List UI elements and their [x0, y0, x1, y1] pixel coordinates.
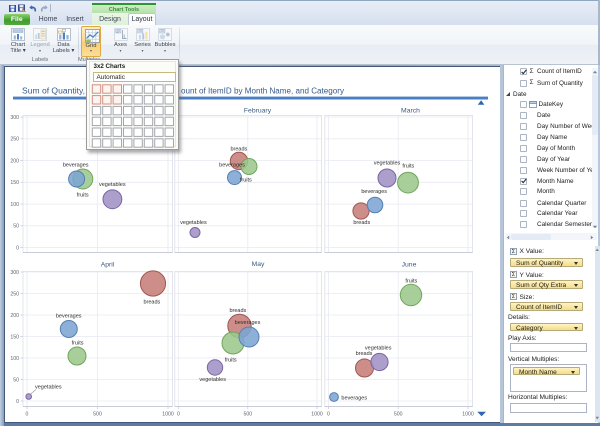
- svg-text:vegetables: vegetables: [35, 385, 62, 391]
- svg-text:100: 100: [10, 202, 19, 208]
- svg-text:1000: 1000: [162, 412, 174, 418]
- svg-text:0: 0: [177, 412, 180, 418]
- svg-text:300: 300: [10, 115, 19, 121]
- svg-text:150: 150: [10, 334, 19, 340]
- svg-text:200: 200: [10, 158, 19, 164]
- svg-text:fruits: fruits: [77, 193, 89, 199]
- svg-text:fruits: fruits: [240, 178, 252, 184]
- svg-text:February: February: [244, 108, 272, 115]
- svg-text:0: 0: [16, 399, 19, 405]
- svg-text:breads: breads: [356, 351, 373, 357]
- svg-text:300: 300: [10, 270, 19, 276]
- svg-text:breads: breads: [353, 220, 370, 226]
- svg-text:500: 500: [93, 412, 102, 418]
- svg-text:1000: 1000: [311, 412, 323, 418]
- svg-text:March: March: [401, 108, 420, 115]
- svg-text:beverages: beverages: [341, 395, 367, 401]
- svg-text:0: 0: [327, 412, 330, 418]
- svg-text:fruits: fruits: [72, 340, 84, 346]
- svg-text:100: 100: [10, 356, 19, 362]
- svg-text:vegetables: vegetables: [180, 220, 207, 226]
- svg-text:May: May: [252, 261, 265, 268]
- svg-text:vegetables: vegetables: [99, 182, 126, 188]
- svg-text:June: June: [402, 261, 417, 268]
- svg-text:Sum of Quantity,: Sum of Quantity,: [22, 87, 85, 96]
- svg-text:April: April: [101, 261, 115, 268]
- svg-text:ount of ItemID by Month Name,: ount of ItemID by Month Name, and Catego…: [181, 87, 344, 96]
- svg-text:fruits: fruits: [405, 279, 417, 285]
- svg-text:50: 50: [13, 224, 19, 230]
- svg-text:vegetables: vegetables: [199, 377, 226, 383]
- svg-text:fruits: fruits: [402, 164, 414, 170]
- svg-text:500: 500: [243, 412, 252, 418]
- svg-text:breads: breads: [143, 300, 160, 306]
- svg-text:beverages: beverages: [235, 320, 261, 326]
- svg-text:beverages: beverages: [219, 163, 245, 169]
- svg-text:0: 0: [26, 412, 29, 418]
- svg-text:fruits: fruits: [225, 358, 237, 364]
- svg-text:beverages: beverages: [361, 189, 387, 195]
- svg-text:0: 0: [16, 245, 19, 251]
- svg-text:200: 200: [10, 313, 19, 319]
- svg-text:250: 250: [10, 291, 19, 297]
- svg-text:250: 250: [10, 137, 19, 143]
- svg-text:50: 50: [13, 377, 19, 383]
- svg-text:500: 500: [394, 412, 403, 418]
- svg-text:beverages: beverages: [56, 314, 82, 320]
- svg-text:vegetables: vegetables: [374, 161, 401, 167]
- svg-text:breads: breads: [230, 146, 247, 152]
- svg-text:1000: 1000: [462, 412, 474, 418]
- svg-text:150: 150: [10, 180, 19, 186]
- svg-text:beverages: beverages: [63, 163, 89, 169]
- svg-text:vegetables: vegetables: [365, 346, 392, 352]
- svg-text:breads: breads: [229, 308, 246, 314]
